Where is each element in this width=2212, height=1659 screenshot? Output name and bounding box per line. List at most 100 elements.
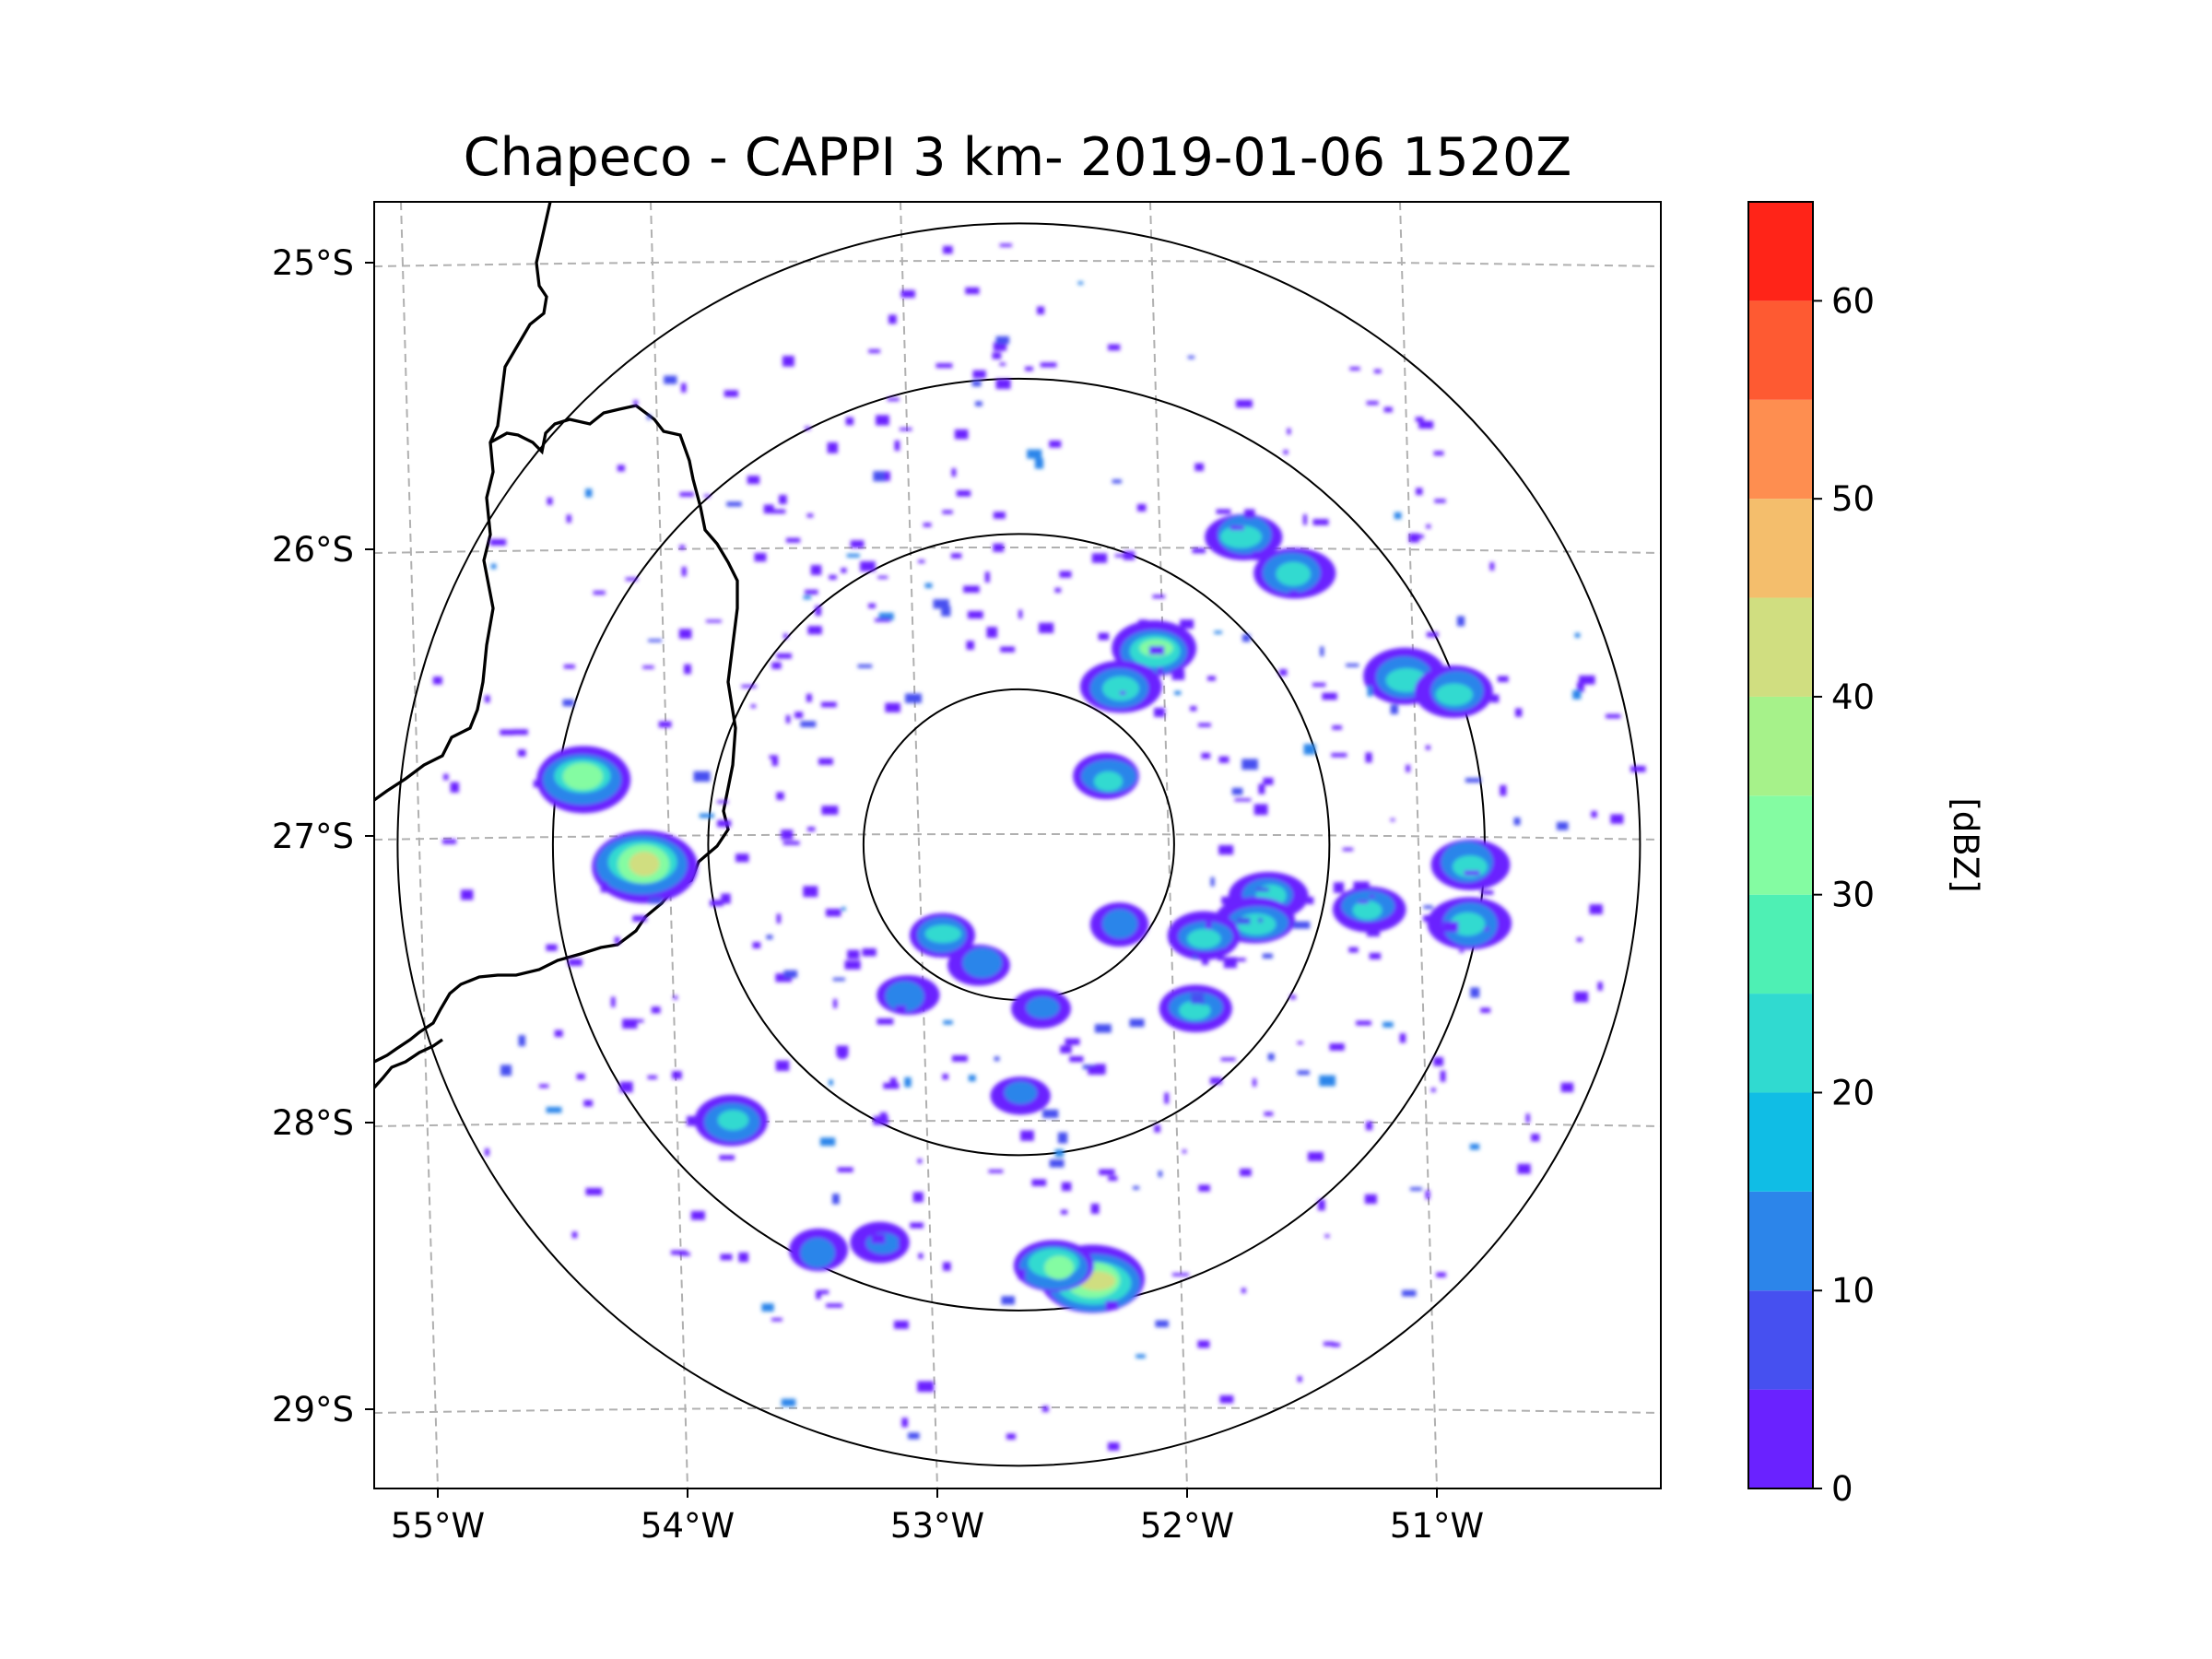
y-tick-label: 25°S [272,243,354,283]
echo-speck [1323,1341,1335,1347]
echo-speck [1210,877,1215,887]
echo-speck [993,543,1005,552]
echo-speck [538,1084,549,1088]
echo-speck [1129,1018,1145,1028]
echo-speck [1390,818,1395,822]
echo-speck [703,494,711,498]
echo-speck [512,729,528,735]
echo-speck [1262,953,1273,959]
meridian-line [1399,202,1438,1488]
echo-speck [1369,952,1382,959]
echo-speck [943,1262,951,1271]
colorbar-segment [1748,696,1813,796]
echo-cell [1011,988,1071,1029]
echo-speck [898,1241,902,1246]
colorbar-tick-label: 50 [1831,479,1875,519]
echo-speck [776,653,792,659]
echo-speck [810,565,822,575]
echo-speck [1263,777,1274,785]
echo-speck [806,513,814,518]
echo-cell [1332,886,1406,933]
echo-speck [889,1077,897,1088]
echo-speck [1095,1064,1106,1075]
echo-speck [825,909,841,917]
colorbar-segment [1748,399,1813,500]
echo-speck [1098,632,1110,641]
echo-speck [1331,753,1347,758]
echo-speck [943,245,953,254]
echo-speck [1209,1077,1222,1085]
echo-speck [633,400,639,406]
echo-speck [1136,503,1147,512]
echo-speck [750,704,757,709]
echo-speck [837,1167,853,1172]
x-tick-label: 51°W [1390,1506,1484,1546]
echo-speck [664,375,677,384]
echo-speck [1039,622,1054,633]
echo-speck [1241,759,1258,771]
echo-speck [1049,1159,1065,1168]
echo-speck [1426,524,1431,529]
echo-speck [876,415,889,426]
echo-speck [1182,1149,1187,1154]
echo-speck [1054,1148,1065,1158]
echo-speck [918,1253,924,1259]
echo-speck [879,1112,888,1119]
echo-speck [585,1187,603,1195]
echo-speck [1105,1300,1118,1311]
echo-speck [1348,947,1359,953]
echo-speck [699,813,714,818]
colorbar-segment [1748,1191,1813,1291]
echo-speck [1500,784,1507,796]
echo-speck [942,1074,948,1080]
echo-speck [924,582,933,588]
echo-speck [826,1303,843,1308]
echo-speck [951,468,957,477]
echo-speck [1201,994,1208,1006]
echo-speck [1154,1124,1160,1133]
range-ring [707,533,1331,1157]
echo-speck [1253,804,1268,816]
echo-speck [1094,1024,1112,1033]
echo-speck [1107,1441,1120,1451]
echo-speck [1430,1088,1436,1092]
echo-speck [986,627,998,638]
reflectivity-echoes [432,243,1646,1451]
echo-speck [1001,1296,1016,1305]
echo-speck [1589,904,1603,914]
echo-speck [785,714,791,724]
echo-speck [1114,554,1125,558]
echo-speck [999,243,1012,247]
country-border-argentina-south [374,1038,443,1089]
echo-speck [894,440,900,452]
echo-speck [1279,669,1288,677]
echo-speck [1112,479,1122,484]
echo-speck [923,523,932,527]
echo-speck [1187,355,1194,359]
echo-speck [877,575,888,579]
echo-speck [763,504,774,514]
echo-speck [1157,666,1163,674]
echo-speck [681,382,687,393]
echo-speck [1069,1055,1084,1063]
echo-speck [779,494,787,504]
echo-speck [726,501,742,507]
echo-speck [873,471,887,482]
y-tick-label: 28°S [272,1103,354,1143]
echo-speck [1031,1179,1047,1186]
echo-speck [554,1030,563,1038]
echo-speck [1307,897,1314,905]
echo-speck [1406,764,1411,772]
echo-speck [1040,362,1057,368]
colorbar-segment [1748,994,1813,1093]
echo-cell [877,975,940,1016]
echo-speck [610,996,616,1007]
echo-speck [885,702,900,712]
echo-speck [769,755,778,759]
echo-speck [1060,1209,1068,1215]
echo-speck [1517,1163,1531,1174]
echo-cell [694,1094,769,1147]
echo-contour [1276,561,1312,586]
echo-speck [1216,509,1231,514]
